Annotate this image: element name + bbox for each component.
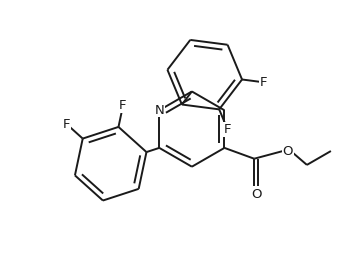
Text: F: F (224, 123, 231, 136)
Text: F: F (119, 99, 127, 112)
Text: N: N (154, 104, 164, 117)
Text: F: F (260, 76, 267, 89)
Text: O: O (251, 188, 261, 201)
Text: F: F (63, 118, 70, 130)
Text: O: O (282, 145, 293, 158)
